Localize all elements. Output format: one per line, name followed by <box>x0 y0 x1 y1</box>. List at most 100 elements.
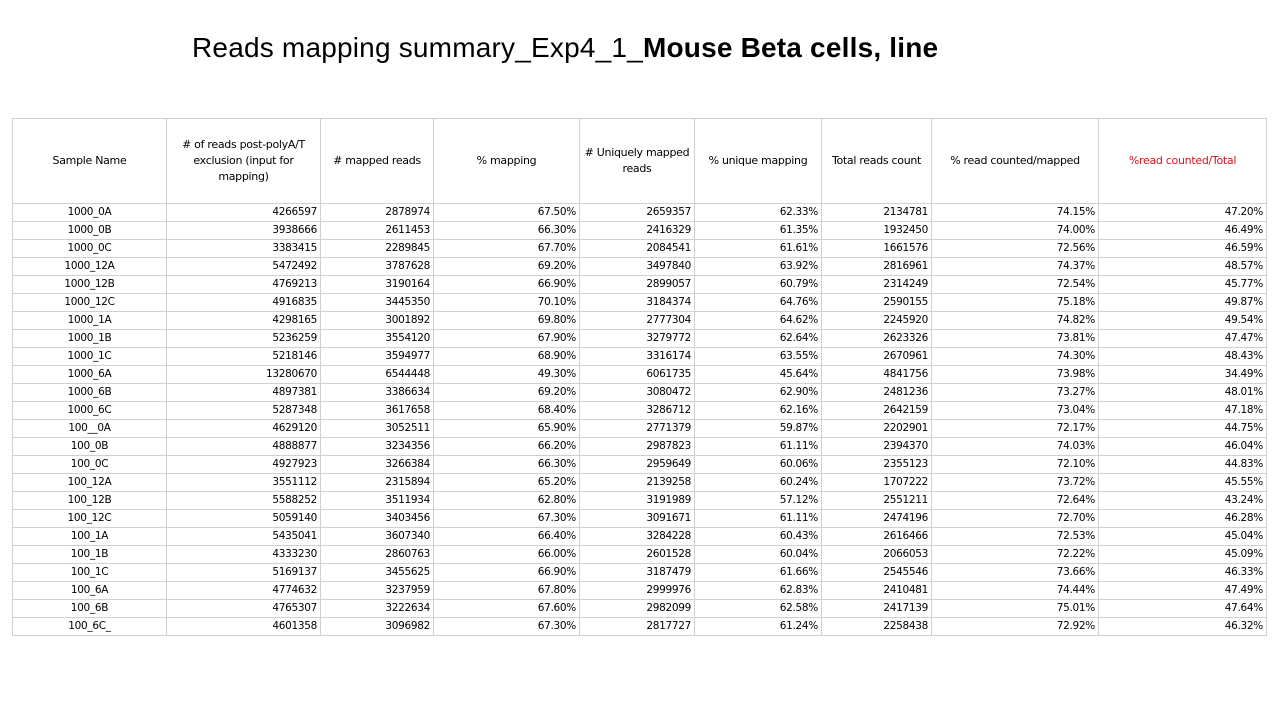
percent-counted-mapped-cell: 72.64% <box>931 491 1099 510</box>
total-reads-cell: 2616466 <box>821 527 932 546</box>
percent-mapping-cell: 69.20% <box>433 257 580 276</box>
percent-counted-mapped-cell: 72.70% <box>931 509 1099 528</box>
reads-input-cell: 3938666 <box>166 221 321 240</box>
percent-unique-cell: 61.11% <box>694 437 822 456</box>
percent-counted-mapped-cell: 74.30% <box>931 347 1099 366</box>
total-reads-cell: 2066053 <box>821 545 932 564</box>
percent-counted-total-cell: 44.83% <box>1098 455 1267 474</box>
mapped-reads-cell: 3511934 <box>320 491 434 510</box>
unique-mapped-cell: 2899057 <box>579 275 695 294</box>
mapped-reads-cell: 3594977 <box>320 347 434 366</box>
unique-mapped-cell: 3279772 <box>579 329 695 348</box>
percent-unique-cell: 60.04% <box>694 545 822 564</box>
percent-unique-cell: 62.16% <box>694 401 822 420</box>
reads-input-cell: 4629120 <box>166 419 321 438</box>
percent-counted-mapped-cell: 72.92% <box>931 617 1099 636</box>
table-row: 100_12B 5588252 3511934 62.80% 3191989 57.12%… <box>12 491 1267 510</box>
sample-name-cell: 100_6C_ <box>12 617 167 636</box>
percent-mapping-cell: 67.30% <box>433 509 580 528</box>
unique-mapped-cell: 3497840 <box>579 257 695 276</box>
percent-mapping-cell: 67.80% <box>433 581 580 600</box>
unique-mapped-cell: 3187479 <box>579 563 695 582</box>
mapped-reads-cell: 3403456 <box>320 509 434 528</box>
percent-counted-total-cell: 48.43% <box>1098 347 1267 366</box>
unique-mapped-cell: 2777304 <box>579 311 695 330</box>
table-row: 1000_6B 4897381 3386634 69.20% 3080472 62.90%… <box>12 383 1267 402</box>
total-reads-cell: 2623326 <box>821 329 932 348</box>
sample-name-cell: 100_1A <box>12 527 167 546</box>
sample-name-cell: 1000_0A <box>12 203 167 222</box>
percent-counted-mapped-cell: 72.54% <box>931 275 1099 294</box>
total-reads-cell: 4841756 <box>821 365 932 384</box>
reads-input-cell: 5169137 <box>166 563 321 582</box>
percent-counted-mapped-cell: 74.37% <box>931 257 1099 276</box>
percent-unique-cell: 57.12% <box>694 491 822 510</box>
reads-input-cell: 4927923 <box>166 455 321 474</box>
total-reads-cell: 2134781 <box>821 203 932 222</box>
total-reads-cell: 2545546 <box>821 563 932 582</box>
sample-name-cell: 100_12C <box>12 509 167 528</box>
sample-name-cell: 100_0C <box>12 455 167 474</box>
percent-counted-mapped-cell: 74.82% <box>931 311 1099 330</box>
percent-counted-mapped-cell: 74.00% <box>931 221 1099 240</box>
percent-counted-mapped-cell: 73.27% <box>931 383 1099 402</box>
reads-input-cell: 4888877 <box>166 437 321 456</box>
total-reads-cell: 1932450 <box>821 221 932 240</box>
percent-counted-mapped-cell: 73.72% <box>931 473 1099 492</box>
reads-input-cell: 4333230 <box>166 545 321 564</box>
mapped-reads-cell: 3554120 <box>320 329 434 348</box>
percent-counted-mapped-cell: 73.81% <box>931 329 1099 348</box>
percent-counted-total-cell: 49.54% <box>1098 311 1267 330</box>
mapped-reads-cell: 3617658 <box>320 401 434 420</box>
reads-input-cell: 3551112 <box>166 473 321 492</box>
percent-unique-cell: 63.92% <box>694 257 822 276</box>
total-reads-cell: 2474196 <box>821 509 932 528</box>
percent-counted-mapped-cell: 72.10% <box>931 455 1099 474</box>
unique-mapped-cell: 3191989 <box>579 491 695 510</box>
sample-name-cell: 1000_1B <box>12 329 167 348</box>
sample-name-cell: 1000_0C <box>12 239 167 258</box>
sample-name-cell: 1000_6A <box>12 365 167 384</box>
unique-mapped-cell: 2084541 <box>579 239 695 258</box>
percent-counted-total-cell: 46.49% <box>1098 221 1267 240</box>
sample-name-cell: 100_6A <box>12 581 167 600</box>
percent-unique-cell: 59.87% <box>694 419 822 438</box>
percent-counted-total-cell: 47.20% <box>1098 203 1267 222</box>
percent-unique-cell: 60.06% <box>694 455 822 474</box>
percent-mapping-cell: 67.90% <box>433 329 580 348</box>
header-mapped-reads: # mapped reads <box>320 118 434 204</box>
table-row: 100_0B 4888877 3234356 66.20% 2987823 61.11% 2… <box>12 437 1267 456</box>
table-row: 100__0A 4629120 3052511 65.90% 2771379 59.87%… <box>12 419 1267 438</box>
unique-mapped-cell: 3184374 <box>579 293 695 312</box>
sample-name-cell: 1000_6C <box>12 401 167 420</box>
total-reads-cell: 2258438 <box>821 617 932 636</box>
reads-input-cell: 4266597 <box>166 203 321 222</box>
mapped-reads-cell: 2860763 <box>320 545 434 564</box>
mapped-reads-cell: 3234356 <box>320 437 434 456</box>
table-row: 100_1A 5435041 3607340 66.40% 3284228 60.43% 2… <box>12 527 1267 546</box>
total-reads-cell: 2670961 <box>821 347 932 366</box>
percent-unique-cell: 62.58% <box>694 599 822 618</box>
sample-name-cell: 100_6B <box>12 599 167 618</box>
percent-counted-total-cell: 47.49% <box>1098 581 1267 600</box>
total-reads-cell: 2816961 <box>821 257 932 276</box>
sample-name-cell: 100_0B <box>12 437 167 456</box>
percent-mapping-cell: 66.90% <box>433 275 580 294</box>
percent-counted-total-cell: 43.24% <box>1098 491 1267 510</box>
reads-mapping-summary-table: Sample Name # of reads post-polyA/T exclu… <box>12 118 1267 636</box>
percent-unique-cell: 61.35% <box>694 221 822 240</box>
sample-name-cell: 1000_12B <box>12 275 167 294</box>
total-reads-cell: 2410481 <box>821 581 932 600</box>
table-row: 100_12C 5059140 3403456 67.30% 3091671 61.11%… <box>12 509 1267 528</box>
unique-mapped-cell: 2982099 <box>579 599 695 618</box>
total-reads-cell: 1707222 <box>821 473 932 492</box>
percent-counted-total-cell: 46.28% <box>1098 509 1267 528</box>
sample-name-cell: 1000_0B <box>12 221 167 240</box>
unique-mapped-cell: 3091671 <box>579 509 695 528</box>
percent-counted-mapped-cell: 73.04% <box>931 401 1099 420</box>
percent-mapping-cell: 67.30% <box>433 617 580 636</box>
unique-mapped-cell: 2959649 <box>579 455 695 474</box>
total-reads-cell: 2394370 <box>821 437 932 456</box>
mapped-reads-cell: 6544448 <box>320 365 434 384</box>
percent-unique-cell: 64.76% <box>694 293 822 312</box>
